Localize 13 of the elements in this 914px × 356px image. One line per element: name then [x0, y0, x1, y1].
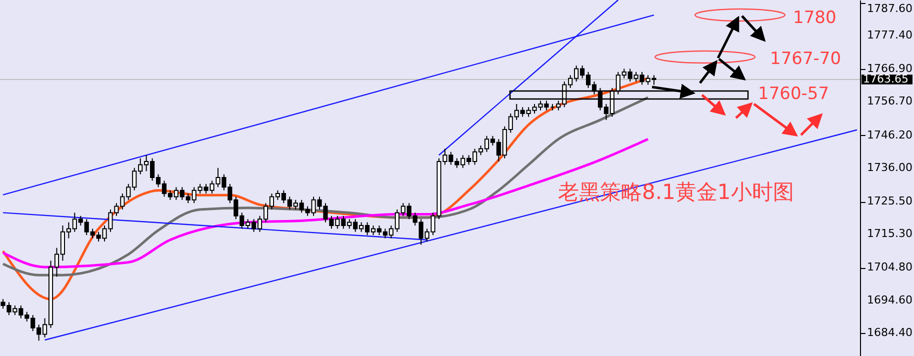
y-tick-label: 1694.60 — [867, 293, 912, 306]
y-tick-label: 1704.80 — [867, 260, 912, 274]
y-tick-label: 1746.20 — [867, 128, 912, 142]
y-tick-label: 1756.70 — [867, 94, 912, 108]
y-tick-label: 1787.60 — [867, 2, 912, 15]
annotation: 1780 — [793, 8, 836, 28]
annotation: 1767-70 — [770, 49, 842, 69]
y-tick-label: 1736.00 — [867, 160, 912, 174]
y-tick-label: 1725.50 — [867, 194, 912, 208]
y-tick-label: 1777.40 — [867, 28, 912, 42]
annotation: 1760-57 — [758, 84, 830, 104]
y-tick-label: 1684.40 — [867, 326, 912, 339]
y-tick-label: 1715.30 — [867, 227, 912, 240]
